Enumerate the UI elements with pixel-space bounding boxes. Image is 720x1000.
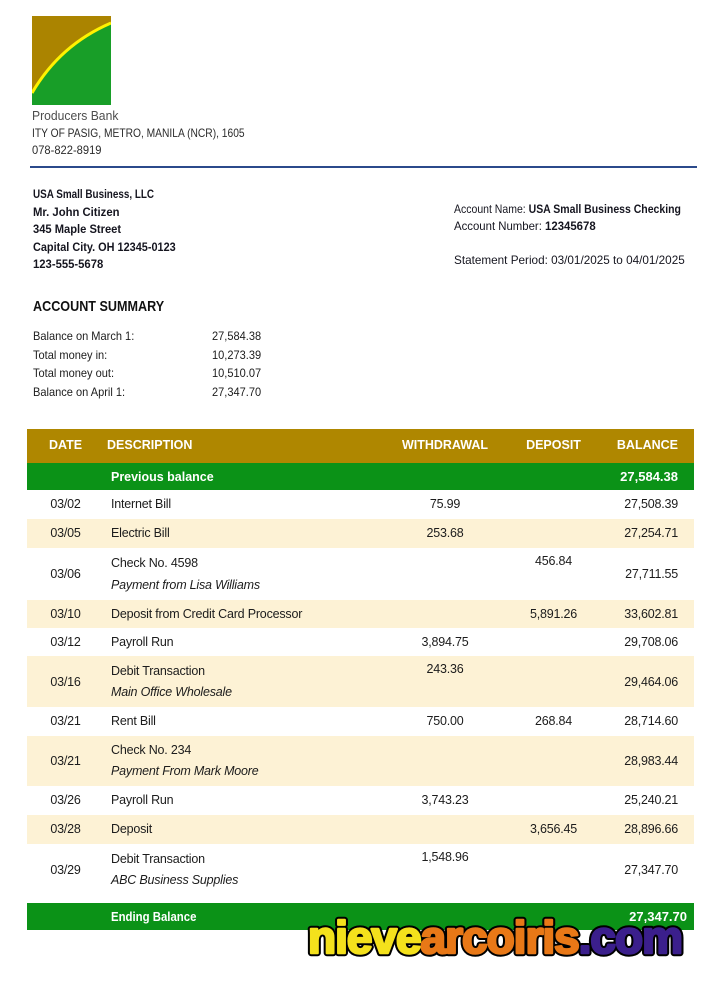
svg-text:nievearcoiris.com: nievearcoiris.com	[308, 912, 682, 963]
svg-text:nievearcoiris.com: nievearcoiris.com	[308, 912, 682, 963]
